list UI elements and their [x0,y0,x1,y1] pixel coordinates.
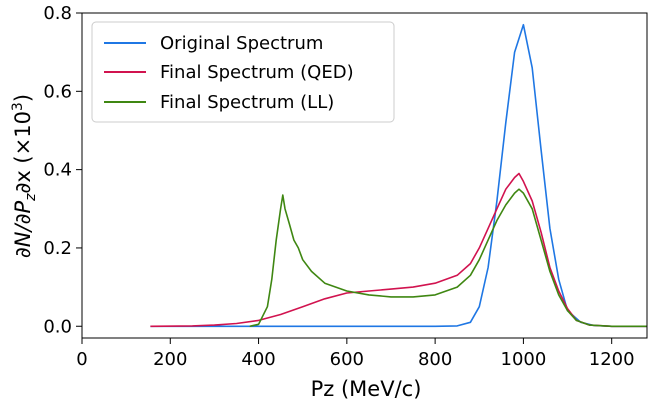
y-axis-label-tail: ∂x (×10 [11,111,35,193]
x-tick-label: 600 [330,349,364,370]
series-layer [150,23,647,328]
series-line-2 [249,188,647,328]
y-tick-label: 0.6 [43,81,72,102]
y-axis-ticks: 0.0 0.2 0.4 0.6 0.8 [43,3,82,337]
y-axis-label-main: ∂N/∂P [11,201,35,259]
legend-label-original: Original Spectrum [160,33,323,54]
legend: Original Spectrum Final Spectrum (QED) F… [91,21,395,123]
y-tick-label: 0.4 [43,160,72,181]
x-tick-label: 0 [76,349,87,370]
y-axis-label-close: ) [11,94,35,102]
series-line-1 [150,172,647,328]
x-axis-ticks: 0 200 400 600 800 1000 1200 [76,338,635,370]
legend-box [91,21,395,123]
y-axis-label-sub: z [23,193,39,202]
x-axis-label: Pz (MeV/c) [311,377,422,401]
y-tick-label: 0.0 [43,316,72,337]
y-axis-label: ∂N/∂Pz∂x (×103) [10,94,39,258]
x-tick-label: 200 [153,349,187,370]
y-axis-label-sup: 3 [10,102,26,111]
y-tick-label: 0.8 [43,3,72,24]
legend-label-qed: Final Spectrum (QED) [160,62,354,83]
x-tick-label: 1200 [589,349,635,370]
x-tick-label: 400 [241,349,275,370]
x-tick-label: 800 [418,349,452,370]
legend-label-ll: Final Spectrum (LL) [160,92,334,113]
x-tick-label: 1000 [501,349,547,370]
axes-frame [81,12,648,339]
y-tick-label: 0.2 [43,238,72,259]
